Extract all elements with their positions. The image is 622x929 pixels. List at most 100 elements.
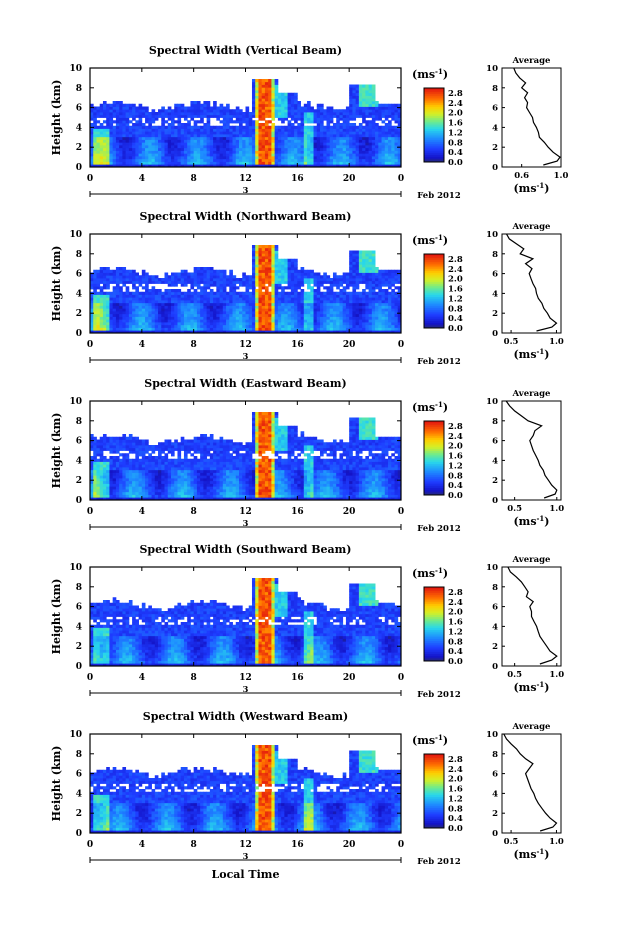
heatmap-cell bbox=[352, 142, 357, 146]
heatmap-cell bbox=[281, 150, 285, 154]
colorbar-band bbox=[424, 287, 444, 290]
heatmap-cell bbox=[274, 156, 279, 160]
heatmap-cell bbox=[297, 330, 301, 334]
heatmap-cell bbox=[174, 134, 178, 138]
heatmap-cell bbox=[397, 161, 402, 165]
heatmap-cell bbox=[90, 442, 94, 446]
heatmap-cell bbox=[229, 117, 233, 121]
heatmap-cell bbox=[345, 150, 350, 154]
heatmap-cell bbox=[106, 305, 110, 309]
heatmap-cell bbox=[358, 128, 363, 132]
heatmap-cell bbox=[362, 128, 366, 132]
colorbar-band bbox=[424, 143, 444, 146]
heatmap-cell bbox=[336, 145, 340, 149]
heatmap-cell bbox=[345, 114, 350, 118]
heatmap-cell bbox=[388, 156, 392, 160]
heatmap-cell bbox=[106, 447, 110, 451]
heatmap-cell bbox=[316, 305, 321, 309]
heatmap-cell bbox=[174, 283, 178, 287]
heatmap-cell bbox=[261, 117, 266, 121]
heatmap-cell bbox=[235, 134, 240, 138]
heatmap-cell bbox=[203, 278, 208, 282]
heatmap-cell bbox=[209, 302, 214, 306]
heatmap-cell bbox=[200, 302, 204, 306]
heatmap-cell bbox=[151, 322, 156, 326]
heatmap-cell bbox=[151, 142, 156, 146]
heatmap-cell bbox=[148, 161, 152, 165]
heatmap-cell bbox=[112, 439, 117, 443]
heatmap-cell bbox=[290, 319, 295, 323]
heatmap-cell bbox=[135, 114, 139, 118]
heatmap-cell bbox=[125, 305, 130, 309]
heatmap-cell bbox=[368, 139, 373, 143]
heatmap-cell bbox=[294, 267, 298, 271]
heatmap-cell bbox=[115, 131, 120, 135]
heatmap-cell bbox=[274, 87, 279, 91]
heatmap-cell bbox=[180, 269, 185, 273]
heatmap-cell bbox=[200, 319, 204, 323]
heatmap-cell bbox=[326, 150, 331, 154]
heatmap-cell bbox=[167, 139, 172, 143]
heatmap-cell bbox=[170, 280, 175, 284]
heatmap-cell bbox=[261, 316, 266, 320]
heatmap-cell bbox=[99, 112, 104, 116]
heatmap-cell bbox=[264, 311, 269, 315]
heatmap-cell bbox=[138, 103, 143, 107]
heatmap-cell bbox=[274, 103, 279, 107]
heatmap-cell bbox=[206, 267, 211, 271]
heatmap-cell bbox=[112, 461, 117, 465]
heatmap-cell bbox=[320, 117, 324, 121]
heatmap-cell bbox=[93, 294, 97, 298]
heatmap-cell bbox=[90, 103, 94, 107]
heatmap-cell bbox=[349, 258, 353, 262]
heatmap-cell bbox=[297, 269, 301, 273]
heatmap-cell bbox=[368, 283, 373, 287]
heatmap-cell bbox=[122, 497, 127, 501]
heatmap-cell bbox=[190, 280, 195, 284]
heatmap-cell bbox=[358, 92, 363, 96]
heatmap-cell bbox=[138, 313, 143, 317]
heatmap-cell bbox=[161, 305, 165, 309]
heatmap-cell bbox=[151, 120, 156, 124]
heatmap-cell bbox=[193, 101, 198, 105]
heatmap-cell bbox=[394, 324, 399, 328]
heatmap-cell bbox=[154, 161, 159, 165]
heatmap-cell bbox=[261, 153, 266, 157]
heatmap-cell bbox=[206, 131, 211, 135]
heatmap-cell bbox=[109, 461, 114, 465]
heatmap-cell bbox=[219, 158, 224, 162]
heatmap-cell bbox=[109, 120, 114, 124]
heatmap-cell bbox=[90, 489, 94, 493]
heatmap-cell bbox=[297, 275, 301, 279]
heatmap-cell bbox=[102, 456, 107, 460]
colorbar-band bbox=[424, 88, 444, 91]
heatmap-cell bbox=[242, 291, 246, 295]
heatmap-cell bbox=[170, 278, 175, 282]
heatmap-cell bbox=[307, 286, 311, 290]
heatmap-cell bbox=[332, 147, 337, 151]
heatmap-cell bbox=[132, 313, 136, 317]
heatmap-cell bbox=[164, 125, 169, 129]
heatmap-cell bbox=[109, 153, 114, 157]
heatmap-cell bbox=[375, 305, 379, 309]
heatmap-cell bbox=[102, 472, 107, 476]
heatmap-cell bbox=[290, 134, 295, 138]
heatmap-cell bbox=[242, 275, 246, 279]
heatmap-cell bbox=[313, 302, 318, 306]
heatmap-cell bbox=[99, 275, 104, 279]
heatmap-cell bbox=[339, 283, 344, 287]
heatmap-cell bbox=[206, 278, 211, 282]
heatmap-cell bbox=[132, 106, 136, 110]
heatmap-cell bbox=[339, 131, 344, 135]
heatmap-cell bbox=[274, 250, 279, 254]
heatmap-cell bbox=[264, 139, 269, 143]
heatmap-cell bbox=[358, 330, 363, 334]
heatmap-cell bbox=[170, 125, 175, 129]
heatmap-cell bbox=[294, 311, 298, 315]
heatmap-cell bbox=[203, 294, 208, 298]
heatmap-cell bbox=[132, 114, 136, 118]
heatmap-cell bbox=[365, 269, 369, 273]
heatmap-cell bbox=[307, 101, 311, 105]
heatmap-cell bbox=[161, 316, 165, 320]
heatmap-cell bbox=[320, 294, 324, 298]
